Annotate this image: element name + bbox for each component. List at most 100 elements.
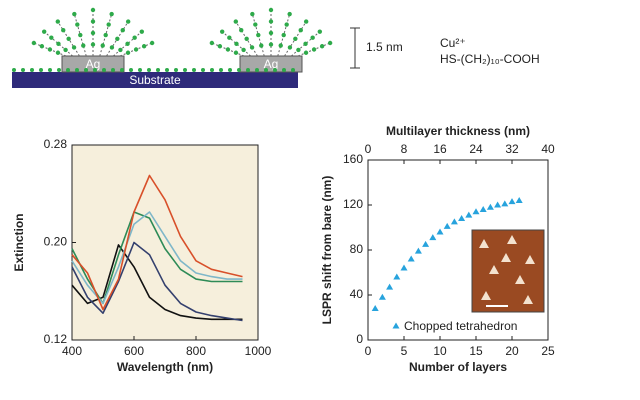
y-tick-label: 0.28 xyxy=(44,137,68,151)
spectrum-line xyxy=(71,241,243,322)
molecule-unit xyxy=(75,22,80,27)
surface-unit xyxy=(129,68,133,72)
data-point xyxy=(386,283,394,290)
molecule-unit xyxy=(319,44,325,49)
molecule-unit xyxy=(100,43,105,48)
molecule-unit xyxy=(31,40,37,46)
molecule-unit xyxy=(317,29,323,34)
molecule-unit xyxy=(311,47,317,52)
x-tick-label: 15 xyxy=(469,344,483,358)
molecule-unit xyxy=(233,19,239,24)
molecule-unit xyxy=(90,19,96,24)
x-tick-label: 400 xyxy=(62,344,82,358)
data-point xyxy=(465,211,473,218)
molecule-unit xyxy=(125,41,130,47)
surface-unit xyxy=(12,68,16,72)
surface-unit xyxy=(219,68,223,72)
molecule-unit xyxy=(63,47,68,53)
molecule-unit xyxy=(41,29,47,34)
surface-unit xyxy=(183,68,187,72)
inset-particle xyxy=(515,275,525,284)
molecule-unit xyxy=(287,45,293,50)
data-point xyxy=(393,273,401,280)
molecule-unit xyxy=(139,29,145,34)
inset-particle xyxy=(489,265,499,274)
molecule-unit xyxy=(90,42,96,47)
surface-unit xyxy=(84,68,88,72)
molecule-unit xyxy=(310,35,315,40)
x2-tick-label: 40 xyxy=(541,142,555,156)
molecule-unit xyxy=(125,50,131,55)
substrate-label: Substrate xyxy=(129,73,181,87)
y-tick-label: 0.12 xyxy=(44,332,68,346)
surface-unit xyxy=(138,68,142,72)
molecule-unit xyxy=(133,47,139,52)
x2-axis-title: Multilayer thickness (nm) xyxy=(386,124,530,138)
molecule-unit xyxy=(56,41,61,47)
data-point xyxy=(407,255,415,262)
molecule-unit xyxy=(90,30,96,36)
molecule-unit xyxy=(241,47,246,53)
x2-tick-label: 24 xyxy=(469,142,483,156)
data-point xyxy=(436,228,444,235)
molecule-unit xyxy=(227,35,232,40)
data-point xyxy=(458,215,466,221)
molecule-unit xyxy=(72,11,77,17)
molecule-unit xyxy=(281,32,286,38)
surface-unit xyxy=(75,68,79,72)
molecule-unit xyxy=(250,11,255,17)
schematic: Substrate Ag Ag 1.5 nm Cu²⁺ HS-(CH₂)₁₀-C… xyxy=(12,7,540,88)
surface-unit xyxy=(66,68,70,72)
molecule-unit xyxy=(118,47,123,53)
inset-particle xyxy=(525,255,535,264)
molecule-unit xyxy=(106,22,111,27)
molecule-unit xyxy=(125,19,131,24)
y-axis-title: LSPR shift from bare (nm) xyxy=(320,176,334,325)
x-axis-title: Wavelength (nm) xyxy=(117,360,213,374)
surface-unit xyxy=(57,68,61,72)
data-point xyxy=(479,206,487,212)
molecule-unit xyxy=(268,30,274,36)
surface-unit xyxy=(30,68,34,72)
surface-unit xyxy=(291,68,295,72)
surface-unit xyxy=(210,68,214,72)
molecule-unit xyxy=(268,19,274,24)
molecule-unit xyxy=(120,27,125,33)
surface-unit xyxy=(174,68,178,72)
data-point xyxy=(450,218,458,225)
surface-unit xyxy=(255,68,259,72)
surface-unit xyxy=(237,68,241,72)
data-point xyxy=(494,201,502,208)
data-point xyxy=(422,240,430,247)
molecule-unit xyxy=(303,50,309,55)
y-tick-label: 0.20 xyxy=(44,235,68,249)
molecule-unit xyxy=(141,44,147,49)
molecule-unit xyxy=(49,35,54,40)
surface-unit xyxy=(201,68,205,72)
data-point xyxy=(501,200,509,207)
molecule-unit xyxy=(61,27,66,33)
inset-particle xyxy=(479,239,489,248)
surface-unit xyxy=(21,68,25,72)
surface-unit xyxy=(120,68,124,72)
surface-unit xyxy=(93,68,97,72)
surface-unit xyxy=(273,68,277,72)
surface-unit xyxy=(165,68,169,72)
molecule-unit xyxy=(78,32,83,38)
surface-unit xyxy=(192,68,196,72)
legend-marker xyxy=(392,322,400,329)
legend-label: Chopped tetrahedron xyxy=(404,319,517,333)
inset-particle xyxy=(507,235,517,244)
molecule-unit xyxy=(253,22,258,27)
molecule-unit xyxy=(47,47,53,52)
molecule-unit xyxy=(209,40,215,46)
molecule-unit xyxy=(244,36,249,41)
molecule-unit xyxy=(284,22,289,27)
spectra-chart: 400 600 800 1000 0.12 0.20 0.28 Wavelength (nm)… xyxy=(12,137,271,374)
inset-particle xyxy=(481,291,491,300)
x-tick-label: 800 xyxy=(186,344,206,358)
molecule-unit xyxy=(217,44,223,49)
surface-unit xyxy=(282,68,286,72)
molecule-unit xyxy=(39,44,45,49)
